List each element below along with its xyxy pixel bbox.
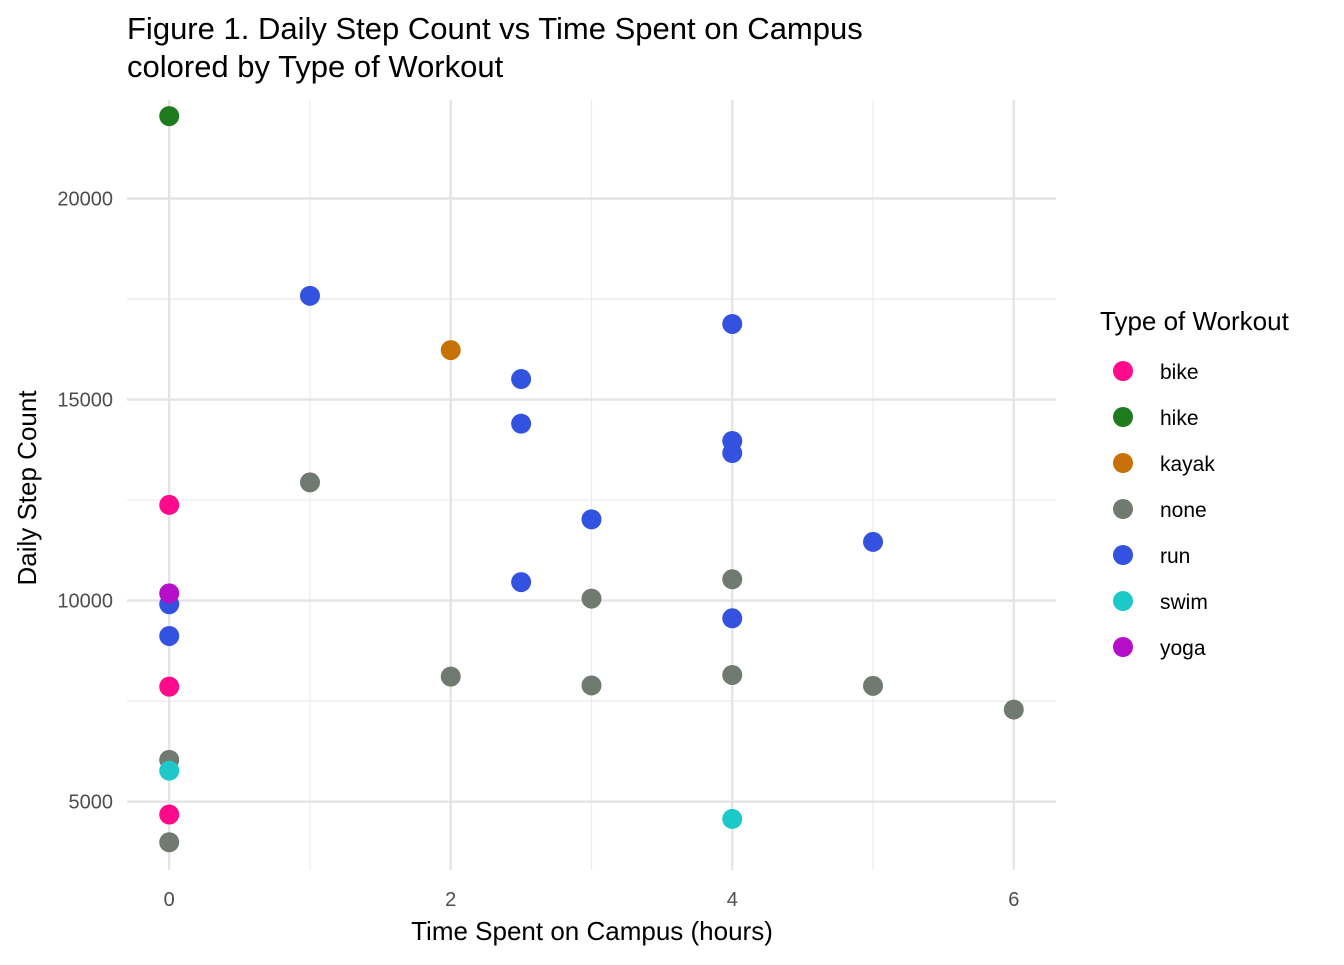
legend-key-run: [1113, 545, 1133, 565]
legend-label-yoga: yoga: [1160, 637, 1206, 660]
data-point-none: [722, 569, 743, 590]
legend-key-none: [1113, 499, 1133, 519]
x-tick-label: 2: [445, 889, 456, 911]
legend-label-bike: bike: [1160, 361, 1199, 384]
data-point-run: [511, 369, 532, 390]
x-tick-label: 0: [164, 889, 175, 911]
y-tick-label: 15000: [57, 390, 113, 412]
legend-label-swim: swim: [1160, 591, 1208, 614]
data-point-hike: [159, 106, 180, 127]
data-point-run: [511, 413, 532, 434]
legend-label-none: none: [1160, 499, 1207, 522]
data-point-none: [440, 666, 461, 687]
y-tick-label: 20000: [57, 189, 113, 211]
data-point-none: [863, 675, 884, 696]
data-point-run: [581, 509, 602, 530]
legend-key-yoga: [1113, 637, 1133, 657]
chart-subtitle: colored by Type of Workout: [127, 49, 504, 84]
chart-title: Figure 1. Daily Step Count vs Time Spent…: [127, 11, 863, 46]
data-point-none: [299, 472, 320, 493]
grid-major: [127, 100, 1056, 870]
data-point-bike: [159, 804, 180, 825]
x-tick-label: 4: [727, 889, 738, 911]
data-point-swim: [722, 808, 743, 829]
data-point-kayak: [440, 340, 461, 361]
legend-key-swim: [1113, 591, 1133, 611]
x-axis-ticks: 0 2 4 6: [164, 889, 1020, 911]
legend-title: Type of Workout: [1100, 306, 1290, 336]
data-point-run: [159, 625, 180, 646]
y-tick-label: 10000: [57, 591, 113, 613]
legend-key-kayak: [1113, 453, 1133, 473]
legend: Type of Workout bike hike kayak none run swim…: [1100, 306, 1290, 660]
data-points: [159, 106, 1024, 853]
data-point-none: [581, 675, 602, 696]
data-point-bike: [159, 494, 180, 515]
y-tick-label: 5000: [69, 792, 114, 814]
data-point-run: [722, 608, 743, 629]
data-point-none: [722, 664, 743, 685]
data-point-none: [581, 588, 602, 609]
grid-minor: [127, 100, 1056, 870]
data-point-run: [863, 531, 884, 552]
data-point-bike: [159, 676, 180, 697]
legend-label-kayak: kayak: [1160, 453, 1215, 476]
data-point-swim: [159, 760, 180, 781]
legend-label-run: run: [1160, 545, 1190, 568]
legend-label-hike: hike: [1160, 407, 1199, 430]
data-point-run: [299, 285, 320, 306]
y-axis-label: Daily Step Count: [12, 390, 42, 586]
x-tick-label: 6: [1008, 889, 1019, 911]
data-point-none: [1003, 699, 1024, 720]
data-point-run: [722, 313, 743, 334]
y-axis-ticks: 5000 10000 15000 20000: [57, 189, 113, 814]
data-point-run: [511, 572, 532, 593]
x-axis-label: Time Spent on Campus (hours): [411, 916, 773, 946]
data-point-none: [159, 832, 180, 853]
data-point-yoga: [159, 583, 180, 604]
legend-key-hike: [1113, 407, 1133, 427]
legend-items: bike hike kayak none run swim yoga: [1113, 361, 1215, 660]
legend-key-bike: [1113, 361, 1133, 381]
data-point-run: [722, 443, 743, 464]
